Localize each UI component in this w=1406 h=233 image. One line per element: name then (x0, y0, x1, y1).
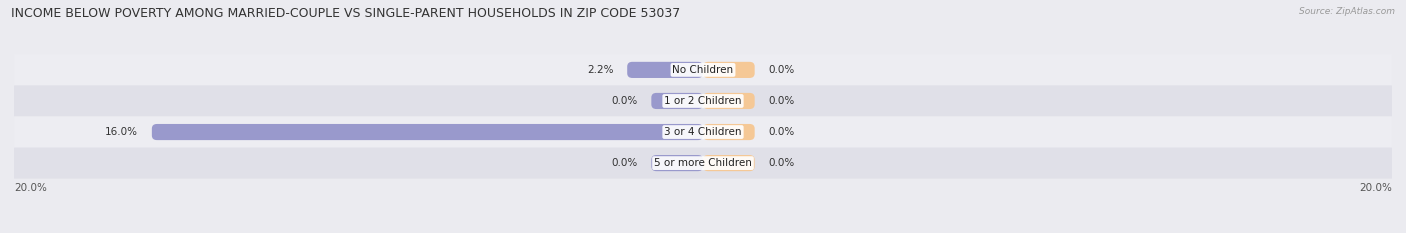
Text: 0.0%: 0.0% (769, 96, 794, 106)
Text: No Children: No Children (672, 65, 734, 75)
FancyBboxPatch shape (14, 116, 1392, 147)
FancyBboxPatch shape (651, 155, 703, 171)
Text: 0.0%: 0.0% (769, 127, 794, 137)
FancyBboxPatch shape (627, 62, 703, 78)
FancyBboxPatch shape (14, 147, 1392, 179)
Text: 0.0%: 0.0% (612, 158, 637, 168)
FancyBboxPatch shape (152, 124, 703, 140)
FancyBboxPatch shape (14, 54, 1392, 86)
Text: 0.0%: 0.0% (769, 158, 794, 168)
FancyBboxPatch shape (703, 62, 755, 78)
Text: 20.0%: 20.0% (14, 183, 46, 193)
Text: INCOME BELOW POVERTY AMONG MARRIED-COUPLE VS SINGLE-PARENT HOUSEHOLDS IN ZIP COD: INCOME BELOW POVERTY AMONG MARRIED-COUPL… (11, 7, 681, 20)
Text: 3 or 4 Children: 3 or 4 Children (664, 127, 742, 137)
Text: 0.0%: 0.0% (769, 65, 794, 75)
Text: 5 or more Children: 5 or more Children (654, 158, 752, 168)
Text: 20.0%: 20.0% (1360, 183, 1392, 193)
FancyBboxPatch shape (703, 93, 755, 109)
Text: 0.0%: 0.0% (612, 96, 637, 106)
Text: 16.0%: 16.0% (105, 127, 138, 137)
FancyBboxPatch shape (651, 93, 703, 109)
Text: Source: ZipAtlas.com: Source: ZipAtlas.com (1299, 7, 1395, 16)
Text: 1 or 2 Children: 1 or 2 Children (664, 96, 742, 106)
FancyBboxPatch shape (703, 124, 755, 140)
FancyBboxPatch shape (703, 155, 755, 171)
Text: 2.2%: 2.2% (586, 65, 613, 75)
FancyBboxPatch shape (14, 86, 1392, 116)
